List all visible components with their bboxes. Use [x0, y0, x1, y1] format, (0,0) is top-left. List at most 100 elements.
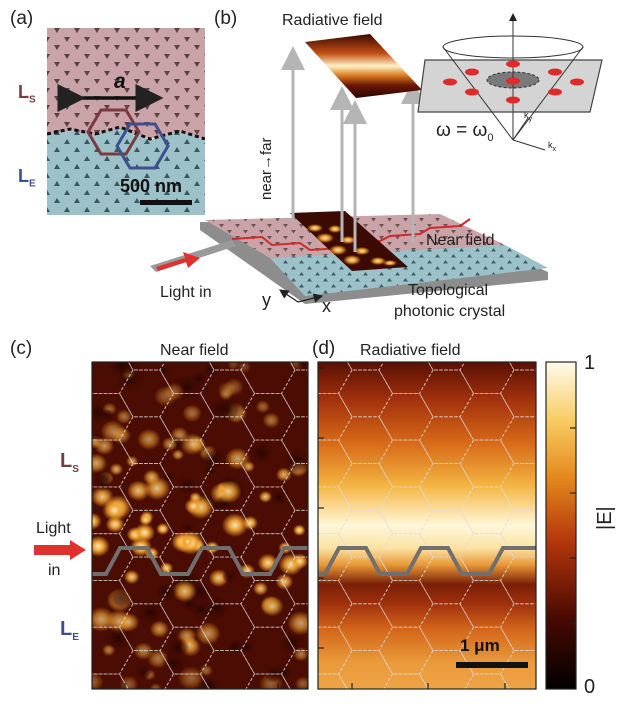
hex-cell	[622, 674, 631, 715]
kx-label: kx	[548, 140, 556, 153]
axis-y-arrow	[279, 289, 299, 303]
intensity-blob	[293, 524, 306, 536]
intensity-blob	[137, 428, 161, 451]
panel-d	[317, 347, 631, 715]
hex-cell	[39, 323, 93, 370]
near-field-label-b: Near field	[426, 232, 495, 249]
hex-cell	[0, 627, 52, 674]
intensity-blob	[92, 607, 116, 632]
intensity-blob	[92, 512, 102, 530]
intensity-blob	[203, 595, 230, 620]
intensity-blob	[100, 420, 126, 443]
intensity-blob	[260, 596, 284, 617]
near-far-label: near→far	[258, 137, 275, 200]
intensity-blob	[92, 453, 108, 474]
hex-cell	[0, 580, 52, 627]
radiative-field-title-b: Radiative field	[282, 12, 383, 29]
region-e-label-a: LE	[18, 166, 36, 190]
panel-b	[150, 13, 603, 304]
intensity-blob	[283, 449, 308, 474]
intensity-blob	[105, 627, 131, 650]
hex-cell	[582, 697, 631, 715]
intensity-blob	[161, 436, 178, 452]
intensity-blob	[149, 683, 162, 689]
crystal-label-2: photonic crystal	[394, 303, 506, 320]
panel-c	[0, 323, 498, 715]
hex-cell	[444, 697, 498, 715]
sem-top-region	[47, 28, 205, 138]
hex-cell	[622, 393, 631, 440]
hex-cell	[280, 650, 308, 689]
hex-cell	[0, 393, 52, 440]
light-in-label-c-2: in	[48, 562, 61, 579]
intensity-blob	[275, 573, 294, 590]
region-e-label-c: LE	[60, 618, 79, 643]
intensity-blob	[171, 449, 184, 461]
sem-interface	[47, 125, 205, 141]
hex-cell	[501, 697, 555, 715]
intensity-blob	[177, 666, 205, 689]
light-in-label-c-1: Light	[36, 520, 71, 537]
hexagon-bottom	[115, 122, 170, 170]
intensity-blob	[198, 675, 221, 689]
hex-cell	[622, 347, 631, 394]
intensity-blob	[255, 400, 271, 414]
intensity-blob	[219, 388, 233, 401]
light-in-arrow-b	[156, 252, 200, 271]
intensity-blob	[294, 676, 308, 689]
intensity-blob	[287, 611, 308, 636]
axis-y-label: y	[262, 290, 271, 310]
intensity-blob	[139, 514, 153, 526]
panel-a-label: (a)	[10, 8, 34, 29]
crystal-label-1: Topological	[408, 282, 489, 299]
panel-b-label: (b)	[214, 8, 238, 29]
intensity-blob	[176, 476, 198, 495]
intensity-blob	[293, 647, 308, 662]
light-in-label-b: Light in	[160, 284, 212, 301]
intensity-blob	[119, 675, 139, 689]
intensity-blob	[222, 569, 238, 583]
hex-cell	[582, 604, 631, 651]
hex-cell	[92, 672, 94, 676]
intensity-blob	[153, 386, 177, 407]
intensity-blob	[215, 397, 242, 422]
hex-cell	[339, 697, 393, 715]
hex-cell	[582, 417, 631, 464]
intensity-blob	[118, 612, 140, 632]
intensity-blob	[200, 447, 226, 470]
interface-line-d	[318, 546, 536, 576]
hex-cell	[0, 674, 52, 715]
intensity-blob	[270, 489, 289, 506]
near-field-spots	[307, 224, 397, 266]
panel-c-label: (c)	[10, 338, 33, 359]
intensity-blob	[156, 365, 170, 377]
radiative-field-title-d: Radiative field	[360, 342, 461, 359]
intensity-blob	[108, 362, 133, 377]
intensity-blob	[143, 476, 171, 501]
interface-line-c	[92, 546, 308, 576]
intensity-blob	[184, 498, 203, 515]
hex-cell	[199, 650, 256, 689]
intensity-blob	[195, 622, 221, 646]
hex-cell	[118, 650, 175, 689]
hex-cell	[622, 440, 631, 487]
intensity-blob	[181, 521, 195, 534]
hex-cell	[0, 440, 52, 487]
hex-cell	[582, 370, 631, 417]
intensity-blob	[252, 581, 269, 596]
hex-cell	[92, 391, 94, 396]
hex-cell	[622, 627, 631, 674]
intensity-blob	[149, 620, 170, 638]
omega-equation: ω = ω0	[436, 120, 494, 144]
near-field-title-c: Near field	[160, 342, 229, 359]
intensity-blob	[199, 664, 213, 677]
intensity-blob	[115, 409, 133, 425]
intensity-blob	[180, 433, 205, 456]
ky-label: ky	[524, 110, 532, 123]
intensity-blob	[94, 469, 112, 485]
intensity-blob	[225, 447, 251, 470]
intensity-blob	[136, 665, 152, 680]
radiative-field-hex-grid	[318, 347, 631, 715]
hex-cell	[582, 557, 631, 604]
hex-cell	[282, 697, 336, 715]
